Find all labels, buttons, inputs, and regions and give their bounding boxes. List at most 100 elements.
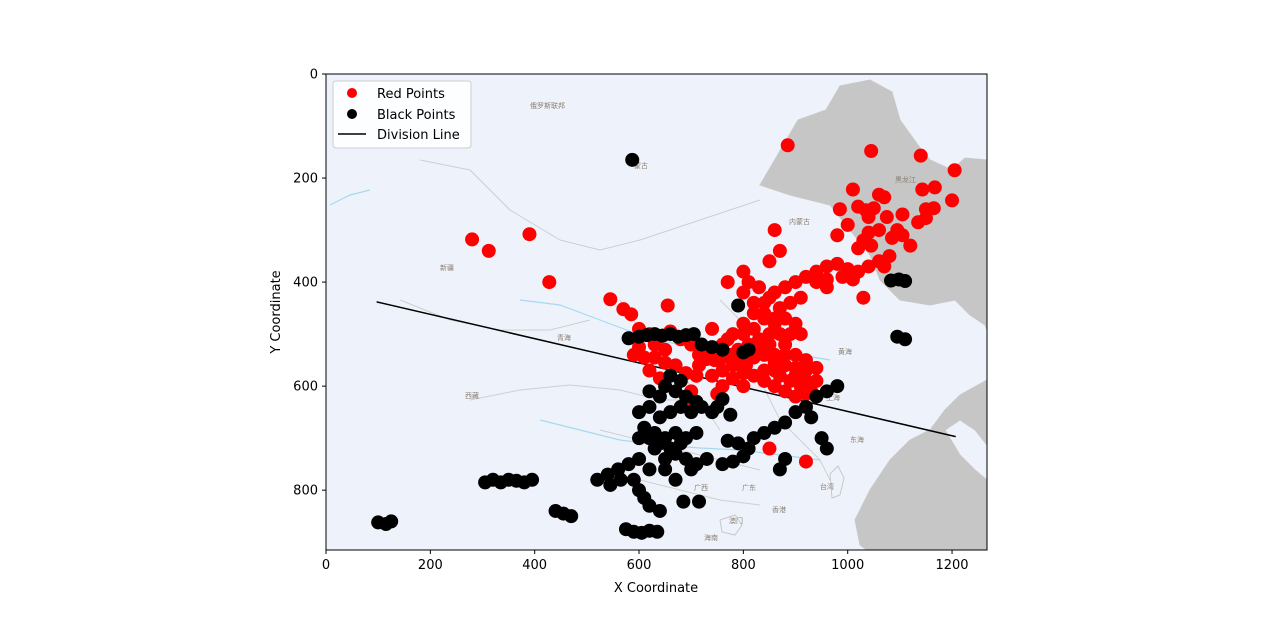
red-point bbox=[692, 358, 707, 373]
red-point bbox=[481, 243, 496, 258]
black-points-layer bbox=[371, 152, 913, 540]
x-axis-label: X Coordinate bbox=[614, 581, 698, 596]
black-point bbox=[767, 420, 782, 435]
red-point bbox=[788, 275, 803, 290]
red-point bbox=[798, 454, 813, 469]
red-point bbox=[542, 275, 557, 290]
black-point bbox=[642, 384, 657, 399]
black-point bbox=[650, 524, 665, 539]
black-point bbox=[684, 462, 699, 477]
black-point bbox=[772, 462, 787, 477]
red-point bbox=[767, 223, 782, 238]
red-point bbox=[767, 311, 782, 326]
x-tick-label: 600 bbox=[627, 558, 652, 573]
black-point bbox=[564, 509, 579, 524]
black-point bbox=[678, 451, 693, 466]
red-point bbox=[705, 321, 720, 336]
red-point bbox=[788, 368, 803, 383]
legend-black-label: Black Points bbox=[377, 108, 456, 123]
red-point bbox=[830, 256, 845, 271]
black-point bbox=[652, 436, 667, 451]
black-point bbox=[603, 477, 618, 492]
y-axis: 0 200 400 600 800 bbox=[293, 68, 326, 499]
black-point bbox=[830, 379, 845, 394]
black-point bbox=[626, 472, 641, 487]
red-point bbox=[736, 316, 751, 331]
red-point bbox=[668, 358, 683, 373]
red-point bbox=[715, 363, 730, 378]
black-point bbox=[898, 332, 913, 347]
red-point bbox=[809, 264, 824, 279]
red-point bbox=[752, 342, 767, 357]
black-point bbox=[590, 472, 605, 487]
red-point bbox=[783, 327, 798, 342]
black-point bbox=[689, 394, 704, 409]
black-point bbox=[642, 399, 657, 414]
red-point bbox=[947, 163, 962, 178]
red-point bbox=[783, 295, 798, 310]
red-point bbox=[793, 290, 808, 305]
red-point bbox=[927, 180, 942, 195]
red-point bbox=[788, 347, 803, 362]
map-label-guangdong: 广东 bbox=[742, 483, 756, 492]
black-point bbox=[642, 462, 657, 477]
black-point bbox=[819, 384, 834, 399]
red-point bbox=[720, 332, 735, 347]
red-point bbox=[778, 337, 793, 352]
red-point bbox=[913, 148, 928, 163]
black-point bbox=[652, 410, 667, 425]
x-tick-label: 800 bbox=[731, 558, 756, 573]
black-point bbox=[898, 274, 913, 289]
black-point bbox=[637, 420, 652, 435]
black-point bbox=[692, 494, 707, 509]
red-point bbox=[840, 217, 855, 232]
black-point bbox=[658, 451, 673, 466]
red-point bbox=[778, 384, 793, 399]
map-label-xizang: 西藏 bbox=[465, 391, 479, 400]
black-point bbox=[658, 462, 673, 477]
map-label-mongolia: 蒙古 bbox=[634, 161, 648, 170]
black-point bbox=[686, 327, 701, 342]
red-point bbox=[793, 327, 808, 342]
red-point bbox=[752, 332, 767, 347]
black-point bbox=[625, 152, 640, 167]
y-tick-label: 200 bbox=[293, 172, 318, 187]
black-point bbox=[778, 451, 793, 466]
black-point bbox=[725, 454, 740, 469]
black-point bbox=[720, 433, 735, 448]
black-point bbox=[809, 389, 824, 404]
black-point bbox=[668, 425, 683, 440]
map-label-qinghai: 青海 bbox=[557, 333, 571, 342]
red-point bbox=[762, 327, 777, 342]
black-point bbox=[652, 389, 667, 404]
map-label-guangxi: 广西 bbox=[694, 483, 708, 492]
map-label-neimenggu: 内蒙古 bbox=[789, 217, 810, 226]
red-point bbox=[772, 327, 787, 342]
red-point bbox=[798, 373, 813, 388]
black-point bbox=[632, 405, 647, 420]
black-point bbox=[663, 368, 678, 383]
map-label-huanghai: 黄海 bbox=[838, 347, 852, 356]
map-label-hongkong: 香港 bbox=[772, 505, 786, 514]
black-point bbox=[741, 342, 756, 357]
red-point bbox=[767, 363, 782, 378]
red-point bbox=[762, 441, 777, 456]
red-point bbox=[809, 373, 824, 388]
red-point bbox=[746, 306, 761, 321]
red-point bbox=[945, 193, 960, 208]
red-point bbox=[772, 301, 787, 316]
red-point bbox=[762, 290, 777, 305]
land-area bbox=[326, 74, 987, 550]
red-point bbox=[798, 353, 813, 368]
red-point bbox=[637, 350, 652, 365]
red-point bbox=[757, 363, 772, 378]
red-point bbox=[856, 290, 871, 305]
red-point bbox=[624, 307, 639, 322]
x-tick-label: 0 bbox=[322, 558, 330, 573]
red-point bbox=[705, 368, 720, 383]
taiwan-land bbox=[829, 465, 845, 499]
red-point bbox=[877, 190, 892, 205]
red-point bbox=[819, 272, 834, 287]
red-point bbox=[877, 259, 892, 274]
